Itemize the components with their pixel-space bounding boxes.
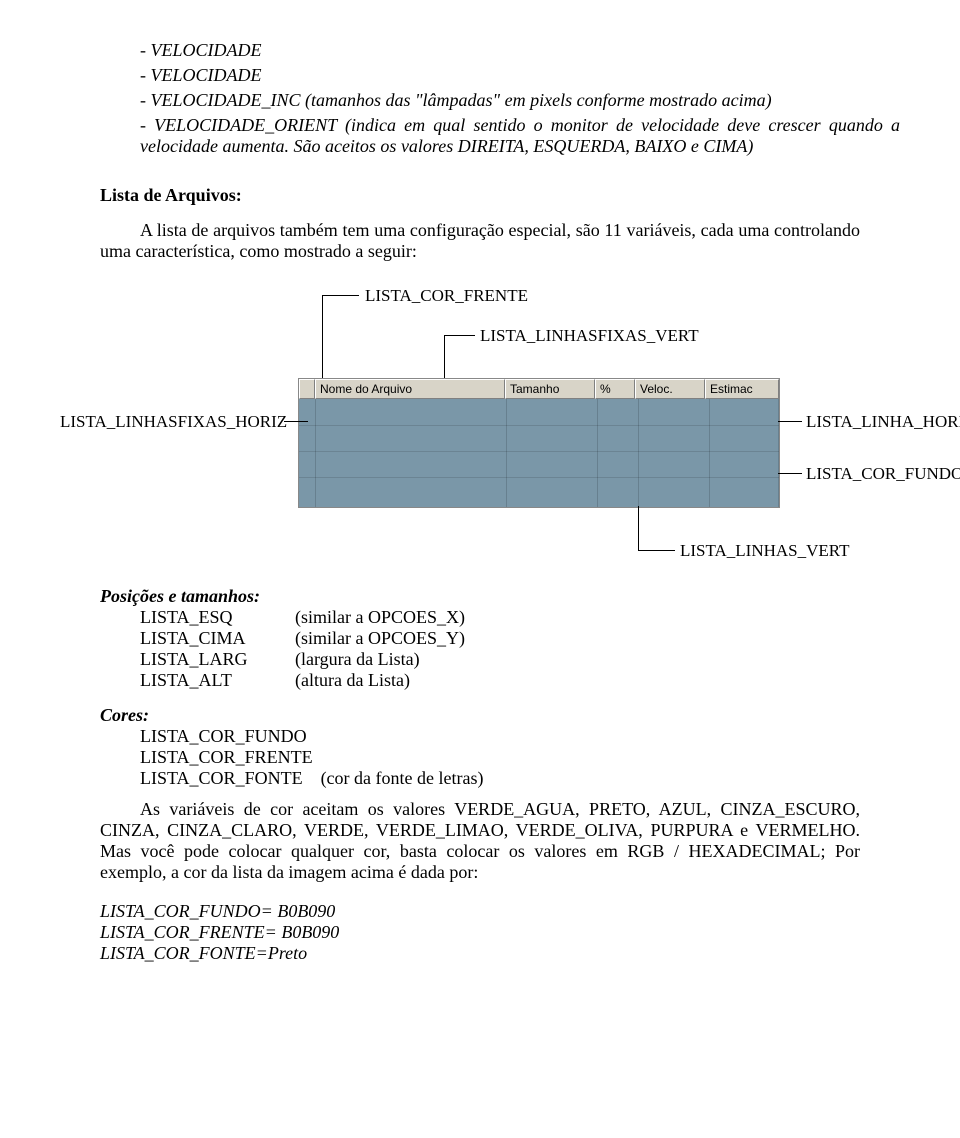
label-linha-horiz: LISTA_LINHA_HORIZ	[806, 412, 960, 432]
label-cor-frente: LISTA_COR_FRENTE	[365, 286, 528, 306]
section-title: Lista de Arquivos:	[100, 185, 900, 206]
position-key: LISTA_LARG	[140, 649, 295, 670]
position-val: (similar a OPCOES_Y)	[295, 628, 465, 649]
section-body-text: A lista de arquivos também tem uma confi…	[100, 220, 860, 261]
position-val: (similar a OPCOES_X)	[295, 607, 465, 628]
list-diagram: LISTA_COR_FRENTE LISTA_LINHASFIXAS_VERT …	[60, 286, 900, 566]
position-row: LISTA_ESQ (similar a OPCOES_X)	[140, 607, 900, 628]
intro-block: - VELOCIDADE - VELOCIDADE - VELOCIDADE_I…	[140, 40, 900, 157]
intro-line: - VELOCIDADE	[140, 65, 900, 86]
cores-block: Cores: LISTA_COR_FUNDO LISTA_COR_FRENTE …	[100, 705, 900, 789]
position-row: LISTA_LARG (largura da Lista)	[140, 649, 900, 670]
positions-block: Posições e tamanhos: LISTA_ESQ (similar …	[100, 586, 900, 691]
header-cell: Veloc.	[635, 379, 705, 399]
position-key: LISTA_ALT	[140, 670, 295, 691]
label-linhasfixas-horiz: LISTA_LINHASFIXAS_HORIZ	[60, 412, 287, 432]
list-table-header: Nome do Arquivo Tamanho % Veloc. Estimac	[299, 379, 779, 399]
header-cell: Tamanho	[505, 379, 595, 399]
lead-line	[778, 421, 802, 422]
lead-line	[284, 421, 308, 422]
position-val: (largura da Lista)	[295, 649, 420, 670]
list-table-body	[299, 399, 779, 507]
final-paragraph-text: As variáveis de cor aceitam os valores V…	[100, 799, 860, 882]
positions-title: Posições e tamanhos:	[100, 586, 900, 607]
lead-line	[778, 473, 802, 474]
header-cell	[299, 379, 315, 399]
position-row: LISTA_CIMA (similar a OPCOES_Y)	[140, 628, 900, 649]
intro-line: - VELOCIDADE_ORIENT (indica em qual sent…	[140, 115, 900, 157]
section-body: A lista de arquivos também tem uma confi…	[100, 220, 860, 262]
label-linhas-vert: LISTA_LINHAS_VERT	[680, 541, 850, 561]
end-line: LISTA_COR_FRENTE= B0B090	[100, 922, 900, 943]
end-line: LISTA_COR_FONTE=Preto	[100, 943, 900, 964]
cores-fonte-key: LISTA_COR_FONTE	[140, 768, 303, 788]
lead-line	[322, 295, 359, 380]
cores-item: LISTA_COR_FRENTE	[140, 747, 900, 768]
header-cell: Nome do Arquivo	[315, 379, 505, 399]
position-val: (altura da Lista)	[295, 670, 410, 691]
cores-item: LISTA_COR_FUNDO	[140, 726, 900, 747]
lead-line	[444, 335, 475, 384]
cores-title: Cores:	[100, 705, 900, 726]
position-key: LISTA_ESQ	[140, 607, 295, 628]
label-cor-fundo: LISTA_COR_FUNDO	[806, 464, 960, 484]
position-row: LISTA_ALT (altura da Lista)	[140, 670, 900, 691]
end-block: LISTA_COR_FUNDO= B0B090 LISTA_COR_FRENTE…	[100, 901, 900, 964]
header-cell: %	[595, 379, 635, 399]
cores-fonte-val: (cor da fonte de letras)	[321, 768, 484, 788]
header-cell: Estimac	[705, 379, 779, 399]
list-table: Nome do Arquivo Tamanho % Veloc. Estimac	[298, 378, 780, 508]
label-linhasfixas-vert: LISTA_LINHASFIXAS_VERT	[480, 326, 699, 346]
final-paragraph: As variáveis de cor aceitam os valores V…	[100, 799, 860, 883]
end-line: LISTA_COR_FUNDO= B0B090	[100, 901, 900, 922]
lead-line	[638, 506, 675, 551]
intro-line: - VELOCIDADE	[140, 40, 900, 61]
cores-item: LISTA_COR_FONTE (cor da fonte de letras)	[140, 768, 900, 789]
position-key: LISTA_CIMA	[140, 628, 295, 649]
intro-line: - VELOCIDADE_INC (tamanhos das "lâmpadas…	[140, 90, 900, 111]
